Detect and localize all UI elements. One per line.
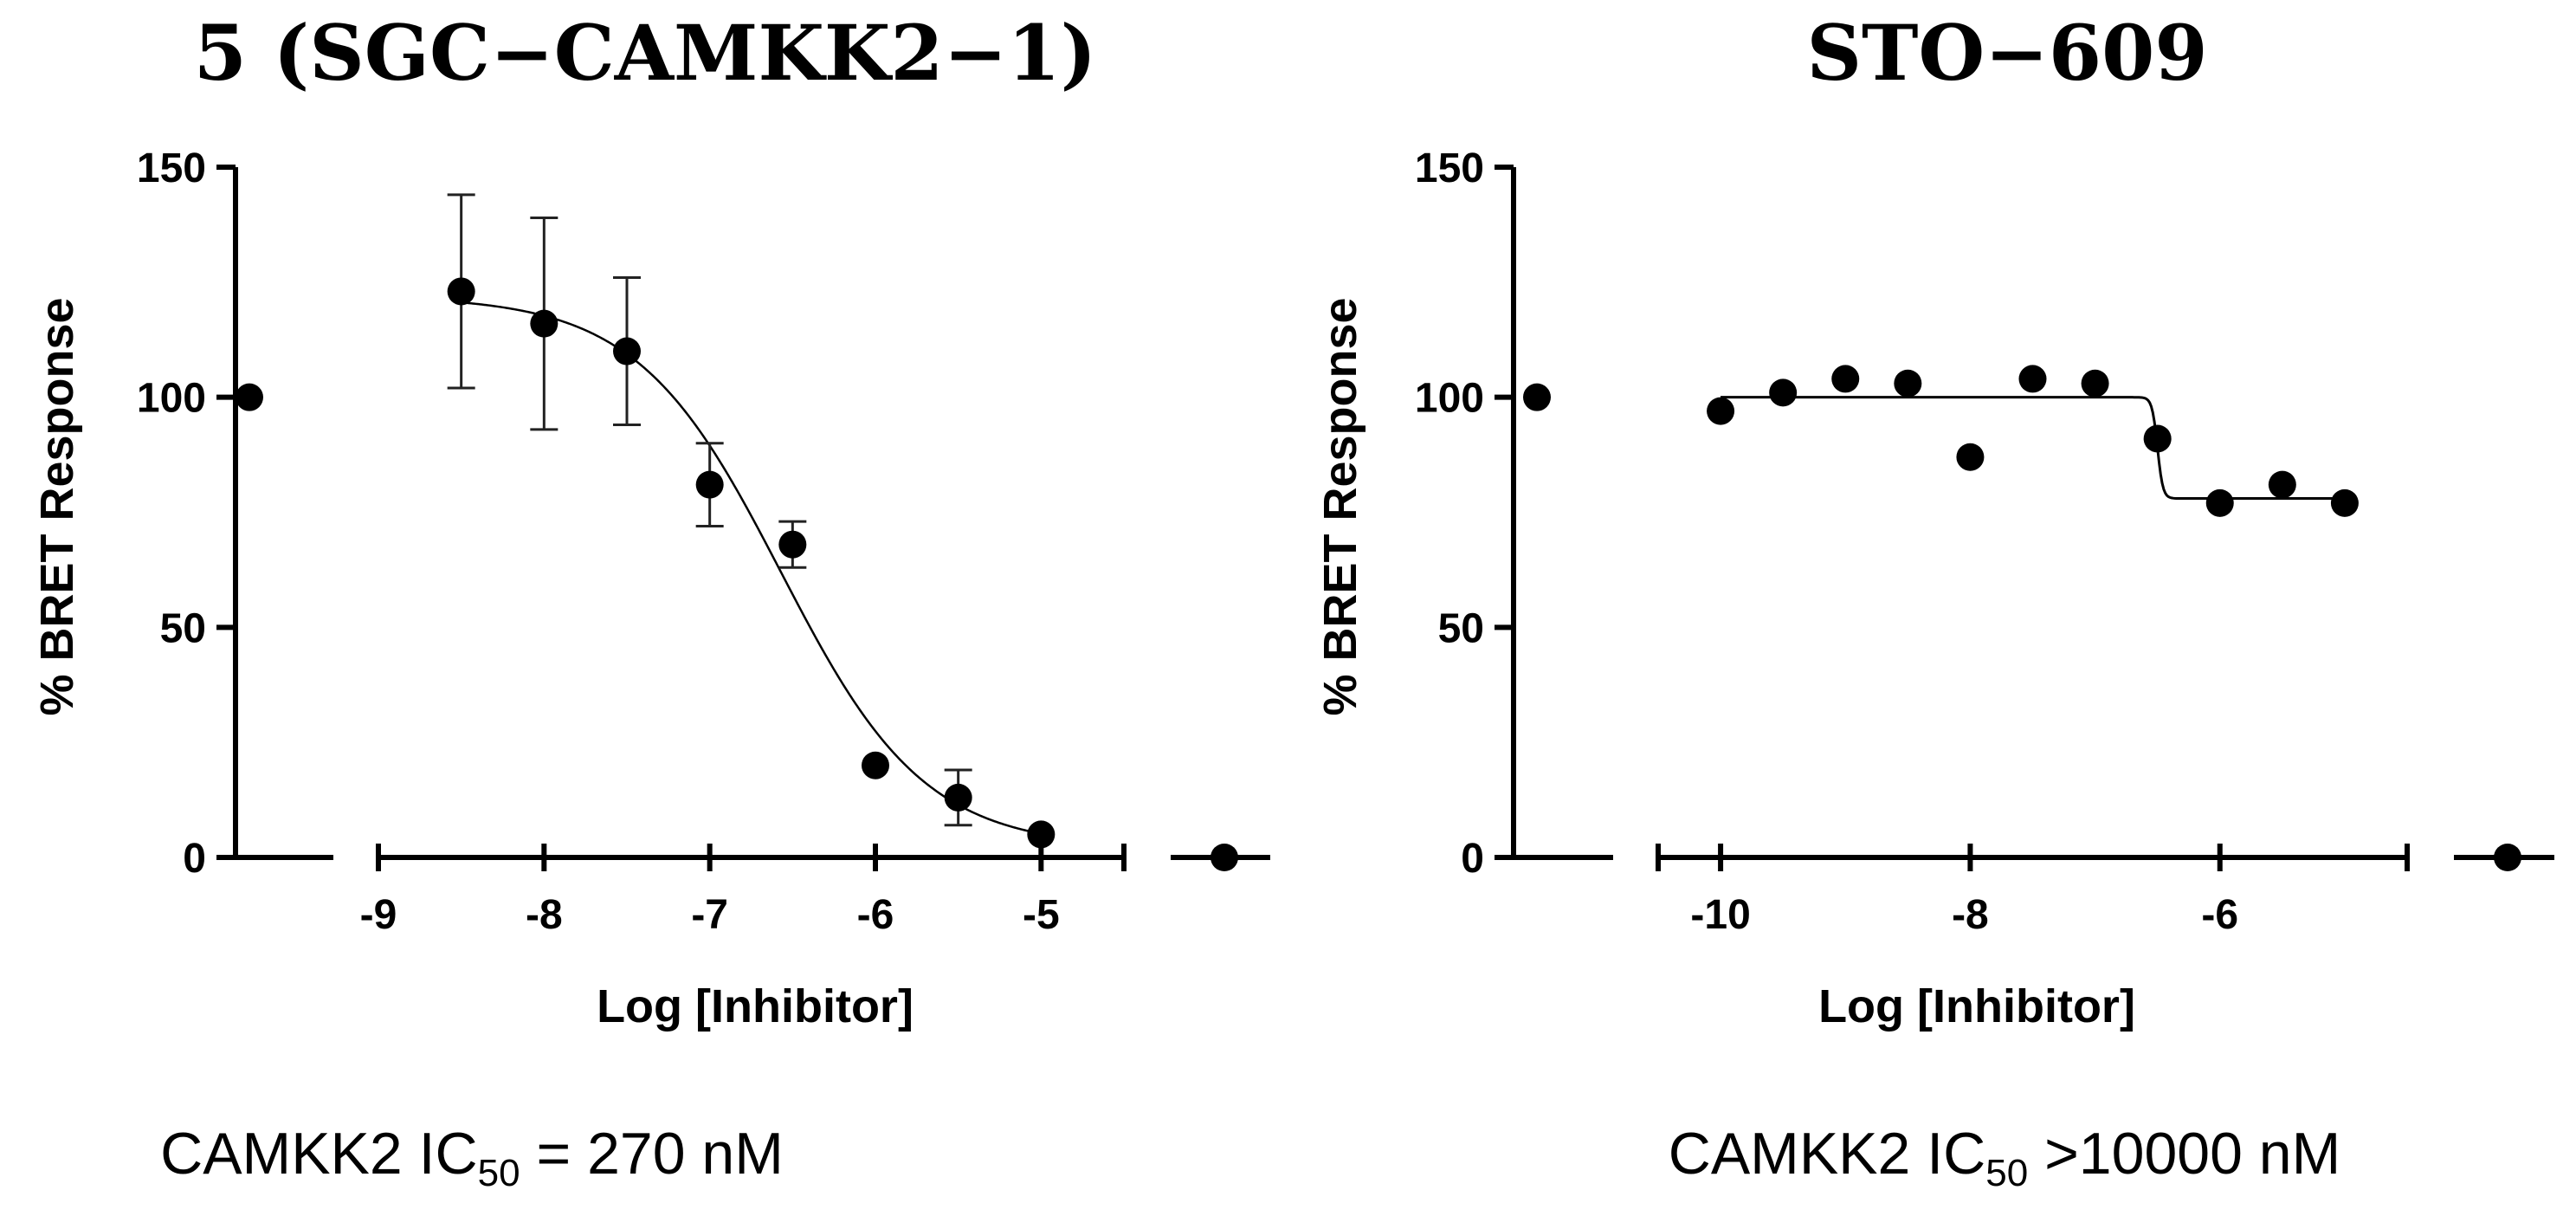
data-point — [778, 530, 807, 559]
x-tick-label: -6 — [857, 892, 894, 938]
x-ticks: -9 -8 -7 -6 -5 — [360, 844, 1127, 938]
x-ticks: -10 -8 -6 — [1656, 844, 2410, 938]
x-tick-label: -8 — [526, 892, 563, 938]
y-axis-label: % BRET Response — [1314, 297, 1366, 715]
data-point — [1769, 378, 1798, 407]
x-tick-label: -6 — [2201, 892, 2238, 938]
data-point — [1027, 820, 1056, 849]
data-point — [862, 751, 889, 779]
y-ticks: 0 50 100 150 — [137, 146, 236, 882]
fit-curve — [1721, 396, 2345, 501]
y-axis-label: % BRET Response — [31, 297, 83, 715]
data-point — [2081, 369, 2109, 398]
data-point — [2268, 470, 2296, 499]
chart-panel-sto-609: STO−609 % BRET Response Log [Inhibitor] … — [1314, 8, 2554, 1194]
data-point — [447, 277, 475, 306]
data-point — [530, 309, 558, 338]
ic50-caption: CAMKK2 IC50 = 270 nM — [160, 1121, 784, 1194]
x-tick-label: -7 — [691, 892, 728, 938]
data-points — [1707, 365, 2359, 517]
chart-title: 5 (SGC−CAMKK2−1) — [194, 8, 1097, 98]
x-tick-label: -8 — [1952, 892, 1989, 938]
error-bars — [447, 193, 972, 827]
data-point — [613, 337, 641, 365]
data-point — [2143, 424, 2172, 453]
y-ticks: 0 50 100 150 — [1415, 146, 1514, 882]
y-tick-label: 100 — [1415, 376, 1484, 422]
control-point-top — [236, 383, 263, 411]
data-point — [944, 783, 972, 812]
data-point — [1894, 369, 1922, 398]
y-tick-label: 50 — [160, 605, 206, 651]
control-point-bottom — [2494, 844, 2521, 871]
x-tick-label: -10 — [1690, 892, 1750, 938]
control-point-top — [1523, 383, 1551, 411]
y-tick-label: 150 — [1415, 146, 1484, 191]
fit-curve — [461, 301, 1042, 835]
x-axis-label: Log [Inhibitor] — [597, 980, 914, 1032]
x-tick-label: -5 — [1023, 892, 1060, 938]
chart-title: STO−609 — [1806, 8, 2207, 98]
data-point — [2018, 365, 2047, 393]
data-point — [1831, 365, 1860, 393]
chart-panel-sgc-camkk2-1: 5 (SGC−CAMKK2−1) % BRET Response Log [In… — [31, 8, 1270, 1194]
y-tick-label: 0 — [183, 836, 206, 882]
data-point — [2330, 488, 2359, 517]
y-tick-label: 0 — [1461, 836, 1484, 882]
y-tick-label: 50 — [1438, 605, 1484, 651]
y-tick-label: 150 — [137, 146, 206, 191]
control-point-bottom — [1211, 844, 1238, 871]
data-point — [2205, 488, 2234, 517]
data-points — [447, 277, 1056, 849]
x-axis-label: Log [Inhibitor] — [1818, 980, 2135, 1032]
x-tick-label: -9 — [360, 892, 397, 938]
y-tick-label: 100 — [137, 376, 206, 422]
data-point — [695, 470, 724, 499]
ic50-caption: CAMKK2 IC50 >10000 nM — [1669, 1121, 2341, 1194]
data-point — [1956, 443, 1985, 471]
data-point — [1707, 397, 1735, 425]
